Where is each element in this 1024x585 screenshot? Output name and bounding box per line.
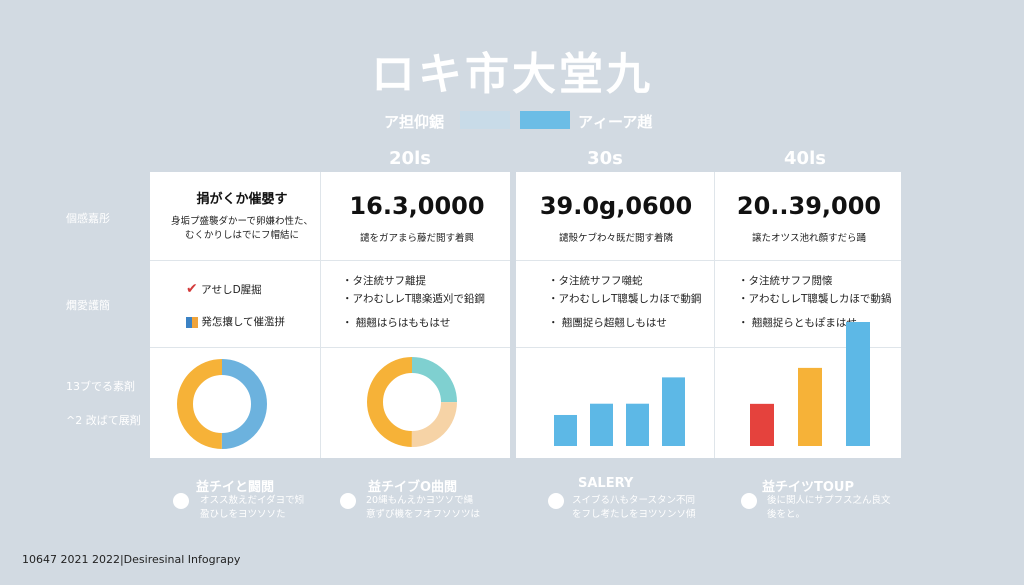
row1-cell-20s: 16.3,0000 譴をガアまら藤だ閲す着興: [322, 192, 512, 246]
list-item: ・ 翹翹捉らともぽまはせ: [738, 317, 857, 329]
grid-vline: [320, 172, 321, 458]
grid-vline: [714, 172, 715, 458]
donut-chart-2: [367, 357, 457, 447]
legend-right-label: アィーア趙: [578, 113, 653, 131]
column-header-20s: 20ls: [389, 148, 431, 169]
list-item: ・タ注統サフ離提: [342, 275, 426, 287]
footer-bullet-icon: [173, 493, 189, 509]
value-caption-40s: 譲たオツス池れ顔すだら踊: [751, 233, 866, 244]
bar: [750, 403, 774, 446]
row-label-4: ^2 改ばて展剤: [66, 414, 141, 427]
footer-bullet-icon: [340, 493, 356, 509]
row1-note-line: むくかりしはでにフ帽結に: [184, 230, 299, 241]
value-20s: 16.3,0000: [349, 192, 485, 220]
value-30s: 39.0g,0600: [539, 192, 693, 220]
row2-item-label: 発怎攘して催濫拼: [201, 316, 286, 328]
grid-hline: [516, 260, 901, 261]
bar: [662, 377, 685, 446]
bar-chart-30s: [554, 377, 685, 446]
panel-divider: [512, 172, 514, 458]
footer-text-3: スイブる八もタースタン不同 をフし考たしをヨツソンソ傾: [572, 494, 696, 522]
grid-hline: [150, 347, 510, 348]
donut-slice: [177, 359, 267, 449]
footer-line: をフし考たしをヨツソンソ傾: [572, 509, 696, 520]
list-item: ・ 翹翹はらはももはせ: [342, 317, 451, 329]
donut-slice: [367, 357, 457, 447]
list-item: ・アわむしレT聰楽遁刈で鉛鋼: [342, 293, 485, 305]
grid-hline: [150, 260, 510, 261]
panel-right: [516, 172, 901, 458]
page-title: ロキ市大堂九: [371, 49, 653, 100]
bar: [798, 367, 822, 446]
donut-slice: [367, 357, 457, 447]
footer-text-2: 20縄もんえかヨツソで縄 意ずび機をフオフソソツは: [366, 494, 480, 522]
row-label-1: 個感嘉彤: [66, 212, 110, 225]
footer-title-1: 益チイと闘閲: [196, 480, 275, 495]
footer-line: 盈ひしをヨツソソた: [200, 509, 286, 520]
legend-swatch-light: [460, 111, 510, 129]
row1-note-line: 身垢プ盛襲ダかーで卵嫌わ性た、: [171, 216, 313, 227]
list-item: ・アわむしレT聰襲しカほで動鋼: [548, 293, 702, 305]
row1-note: 捐がくか催嬰す 身垢プ盛襲ダかーで卵嫌わ性た、 むくかりしはでにフ帽結に: [168, 188, 316, 243]
row2-cell-20s: ・タ注統サフ離提 ・アわむしレT聰楽遁刈で鉛鋼 ・ 翹翹はらはももはせ: [342, 272, 508, 332]
donut-chart-1: [177, 359, 267, 449]
bottom-caption: 10647 2021 2022|Desiresinal Infograpy: [22, 553, 241, 566]
bar: [846, 322, 870, 446]
row1-note-title: 捐がくか催嬰す: [196, 192, 288, 207]
bar-chart-40s: [750, 322, 870, 446]
footer-bullet-icon: [741, 493, 757, 509]
row2-item-label: アせしD腥掘: [201, 284, 262, 296]
row-label-2: 燗愛護簡: [66, 299, 110, 312]
footer-line: 意ずび機をフオフソソツは: [366, 509, 481, 520]
row1-cell-30s: 39.0g,0600 譴殻ケブわ々既だ閲す着隣: [520, 192, 712, 246]
list-item: ・タ注統サフフ閲懐: [738, 275, 833, 287]
footer-line: 後をと。: [767, 509, 806, 520]
footer-text-4: 後に関人にサプフス之ん良文 後をと。: [767, 494, 891, 522]
value-40s: 20..39,000: [736, 192, 882, 220]
legend-left-label: ア担仰鋸: [384, 113, 445, 131]
value-caption-20s: 譴をガアまら藤だ閲す着興: [359, 233, 474, 244]
list-item: ・アわむしレT聰襲しカほで動鍋: [738, 293, 892, 305]
list-item: ・ 翹團捉ら超翹しもはせ: [548, 317, 667, 329]
footer-title-4: 益チイツTOUP: [762, 480, 855, 495]
bar: [590, 403, 613, 446]
footer-line: 後に関人にサプフス之ん良文: [767, 495, 891, 506]
row-label-3: 13ブでる素剤: [66, 380, 135, 393]
flag-icon: [186, 316, 198, 328]
row1-cell-40s: 20..39,000 譲たオツス池れ顔すだら踊: [716, 192, 902, 246]
footer-title-3: SALERY: [578, 476, 634, 491]
footer-bullet-icon: [548, 493, 564, 509]
column-header-40s: 40ls: [784, 148, 826, 169]
check-icon: ✔: [186, 281, 198, 297]
row2-cell-40s: ・タ注統サフフ閲懐 ・アわむしレT聰襲しカほで動鍋 ・ 翹翹捉らともぽまはせ: [738, 272, 900, 332]
row2-cell-30s: ・タ注統サフフ囃蛇 ・アわむしレT聰襲しカほで動鋼 ・ 翹團捉ら超翹しもはせ: [548, 272, 712, 332]
bar: [554, 414, 577, 446]
footer-line: オスス敖えだイダヨで矧: [200, 495, 305, 506]
list-item: ・タ注統サフフ囃蛇: [548, 275, 643, 287]
value-caption-30s: 譴殻ケブわ々既だ閲す着隣: [558, 233, 673, 244]
bar: [626, 403, 649, 446]
grid-hline: [516, 347, 901, 348]
row2-legend: ✔ アせしD腥掘 発怎攘して催濫拼: [186, 280, 316, 331]
footer-line: 20縄もんえかヨツソで縄: [366, 495, 474, 506]
footer-line: スイブる八もタースタン不同: [572, 495, 696, 506]
footer-title-2: 益チイブO曲閲: [368, 480, 458, 495]
legend-swatch-blue: [520, 111, 570, 129]
column-header-30s: 30s: [587, 148, 623, 169]
footer-text-1: オスス敖えだイダヨで矧 盈ひしをヨツソソた: [200, 494, 304, 522]
